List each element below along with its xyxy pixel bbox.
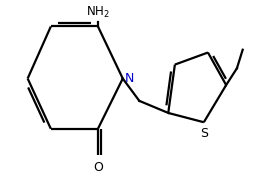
Text: S: S	[200, 127, 208, 140]
Text: N: N	[125, 72, 135, 85]
Text: NH$_2$: NH$_2$	[86, 5, 110, 20]
Text: O: O	[93, 161, 103, 174]
